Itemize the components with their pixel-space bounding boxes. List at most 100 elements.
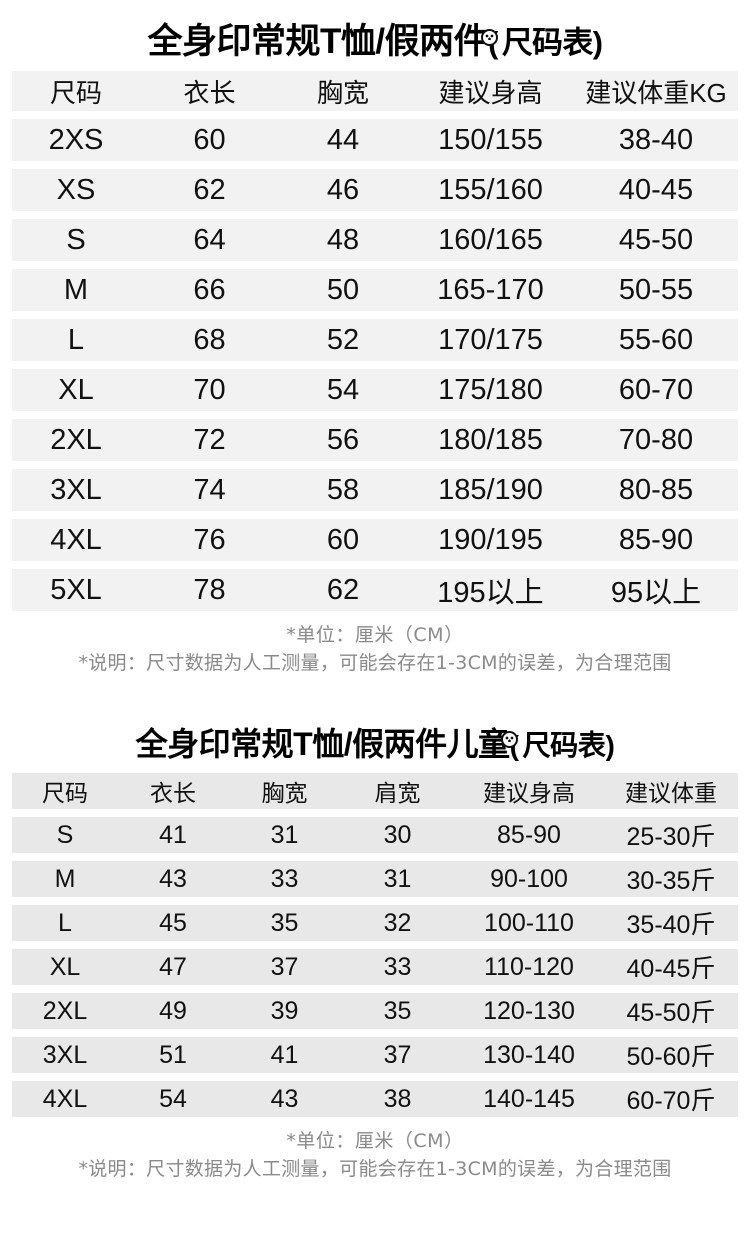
cell-height: 90-100	[454, 861, 604, 897]
cell-length: 49	[118, 993, 228, 1029]
spacer-cell	[12, 853, 738, 861]
cell-chest: 41	[228, 1037, 341, 1073]
cell-height: 175/180	[407, 369, 574, 411]
adult-note-unit: *单位：厘米（CM）	[286, 624, 464, 646]
cell-weight: 45-50斤	[604, 993, 738, 1029]
adult-header-length: 衣长	[140, 71, 279, 111]
cell-weight: 50-60斤	[604, 1037, 738, 1073]
kids-header-chest-width: 胸宽	[228, 773, 341, 809]
cell-height: 165-170	[407, 269, 574, 311]
adult-header-chest-width: 胸宽	[279, 71, 407, 111]
cell-shoulder: 37	[341, 1037, 454, 1073]
cell-height: 120-130	[454, 993, 604, 1029]
cell-height: 190/195	[407, 519, 574, 561]
row-spacer	[12, 511, 738, 519]
cell-height: 185/190	[407, 469, 574, 511]
spacer-cell	[12, 897, 738, 905]
cell-chest: 35	[228, 905, 341, 941]
cell-weight: 60-70斤	[604, 1081, 738, 1117]
cell-length: 54	[118, 1081, 228, 1117]
row-spacer	[12, 411, 738, 419]
cell-shoulder: 32	[341, 905, 454, 941]
cell-length: 72	[140, 419, 279, 461]
adult-header-size: 尺码	[12, 71, 140, 111]
adult-paren-label: 尺码表	[501, 25, 593, 60]
cell-size: L	[12, 905, 118, 941]
cell-chest: 33	[228, 861, 341, 897]
spacer-cell	[12, 361, 738, 369]
cell-length: 68	[140, 319, 279, 361]
kids-table-body: S 41 31 30 85-90 25-30斤 M 43 33 31 90-10…	[12, 809, 738, 1117]
kids-paren-close: )	[605, 730, 615, 761]
kids-section-title: 全身印常规T恤/假两件儿童(尺码表)	[0, 711, 750, 765]
kids-note-unit: *单位：厘米（CM）	[286, 1130, 464, 1152]
cell-size: 3XL	[12, 469, 140, 511]
table-row: L 45 35 32 100-110 35-40斤	[12, 905, 738, 941]
cell-weight: 25-30斤	[604, 817, 738, 853]
cell-height: 150/155	[407, 119, 574, 161]
table-row: 3XL 74 58 185/190 80-85	[12, 469, 738, 511]
kids-note-description: *说明：尺寸数据为人工测量，可能会存在1-3CM的误差，为合理范围	[78, 1158, 672, 1180]
table-row: XS 62 46 155/160 40-45	[12, 169, 738, 211]
spacer-cell	[12, 809, 738, 817]
cell-weight: 40-45斤	[604, 949, 738, 985]
table-row: 2XL 49 39 35 120-130 45-50斤	[12, 993, 738, 1029]
cell-size: XL	[12, 369, 140, 411]
cell-size: 4XL	[12, 1081, 118, 1117]
row-spacer	[12, 361, 738, 369]
table-row: 2XL 72 56 180/185 70-80	[12, 419, 738, 461]
cell-size: XS	[12, 169, 140, 211]
cell-length: 43	[118, 861, 228, 897]
kids-header-suggest-height: 建议身高	[454, 773, 604, 809]
adult-table-body: 2XS 60 44 150/155 38-40 XS 62 46 155/160…	[12, 111, 738, 611]
cell-height: 195以上	[407, 569, 574, 611]
adult-header-suggest-weight: 建议体重KG	[574, 71, 738, 111]
cell-size: M	[12, 269, 140, 311]
row-spacer	[12, 1029, 738, 1037]
circular-watermark-badge-icon	[480, 29, 498, 46]
cell-weight: 40-45	[574, 169, 738, 211]
cell-weight: 95以上	[574, 569, 738, 611]
spacer-cell	[12, 985, 738, 993]
cell-height: 160/165	[407, 219, 574, 261]
cell-height: 100-110	[454, 905, 604, 941]
cell-weight: 50-55	[574, 269, 738, 311]
row-spacer	[12, 897, 738, 905]
cell-shoulder: 38	[341, 1081, 454, 1117]
cell-length: 45	[118, 905, 228, 941]
cell-weight: 55-60	[574, 319, 738, 361]
cell-length: 70	[140, 369, 279, 411]
table-row: XL 70 54 175/180 60-70	[12, 369, 738, 411]
cell-size: 3XL	[12, 1037, 118, 1073]
row-spacer	[12, 461, 738, 469]
cell-chest: 37	[228, 949, 341, 985]
cell-chest: 39	[228, 993, 341, 1029]
cell-length: 76	[140, 519, 279, 561]
adult-header-suggest-height: 建议身高	[407, 71, 574, 111]
cell-weight: 30-35斤	[604, 861, 738, 897]
row-spacer	[12, 161, 738, 169]
kids-size-table: 尺码 衣长 胸宽 肩宽 建议身高 建议体重 S 41 31 30 85-90 2…	[12, 773, 738, 1117]
cell-weight: 70-80	[574, 419, 738, 461]
row-spacer	[12, 1073, 738, 1081]
cell-length: 74	[140, 469, 279, 511]
cell-weight: 35-40斤	[604, 905, 738, 941]
cell-length: 66	[140, 269, 279, 311]
cell-length: 41	[118, 817, 228, 853]
cell-height: 140-145	[454, 1081, 604, 1117]
cell-chest: 50	[279, 269, 407, 311]
table-row: 4XL 76 60 190/195 85-90	[12, 519, 738, 561]
adult-size-table: 尺码 衣长 胸宽 建议身高 建议体重KG 2XS 60 44 150/155 3…	[12, 71, 738, 611]
adult-title-paren: (尺码表)	[480, 25, 603, 60]
row-spacer	[12, 941, 738, 949]
table-row: XL 47 37 33 110-120 40-45斤	[12, 949, 738, 985]
adult-table-header-row: 尺码 衣长 胸宽 建议身高 建议体重KG	[12, 71, 738, 111]
cell-size: 4XL	[12, 519, 140, 561]
cell-height: 130-140	[454, 1037, 604, 1073]
table-row: L 68 52 170/175 55-60	[12, 319, 738, 361]
adult-note-description: *说明：尺寸数据为人工测量，可能会存在1-3CM的误差，为合理范围	[78, 652, 672, 674]
table-row: 2XS 60 44 150/155 38-40	[12, 119, 738, 161]
kids-notes: *单位：厘米（CM） *说明：尺寸数据为人工测量，可能会存在1-3CM的误差，为…	[0, 1117, 750, 1183]
cell-chest: 31	[228, 817, 341, 853]
kids-header-length: 衣长	[118, 773, 228, 809]
